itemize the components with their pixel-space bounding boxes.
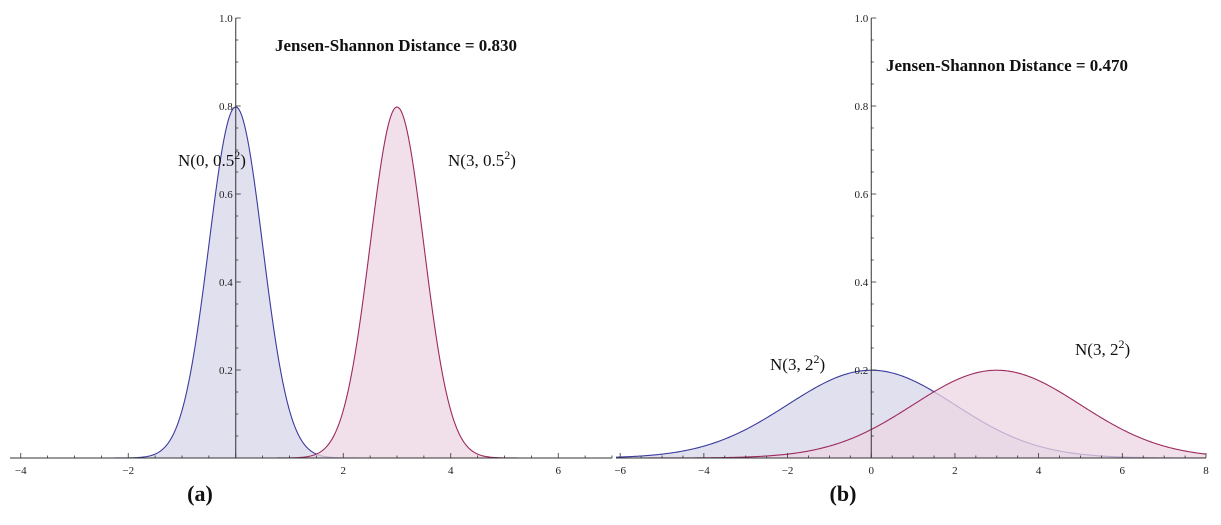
- series-2-label: N(3, 22): [1075, 337, 1130, 359]
- js-distance-annotation: Jensen-Shannon Distance = 0.470: [886, 56, 1128, 75]
- x-tick-label: −2: [122, 465, 134, 477]
- y-tick-label: 0.2: [854, 365, 868, 377]
- x-tick-label: −6: [614, 465, 626, 477]
- series-2-line: [10, 106, 612, 459]
- y-tick-label: 0.8: [219, 101, 233, 113]
- y-tick-label: 0.6: [219, 189, 233, 201]
- series-1-area: [10, 106, 612, 459]
- series-1-label: N(0, 0.52): [178, 148, 246, 170]
- y-tick-label: 0.6: [854, 189, 868, 201]
- x-tick-label: 0: [868, 465, 874, 477]
- series-1-line: [10, 106, 612, 459]
- x-tick-label: 4: [448, 465, 454, 477]
- js-distance-annotation: Jensen-Shannon Distance = 0.830: [275, 36, 517, 55]
- y-tick-label: 0.4: [219, 277, 233, 289]
- x-tick-label: 4: [1036, 465, 1042, 477]
- series-2-area: [10, 106, 612, 458]
- panel-caption: (a): [187, 481, 213, 506]
- y-tick-label: 1.0: [854, 13, 868, 25]
- panel-caption: (b): [830, 481, 857, 506]
- y-tick-label: 0.8: [854, 101, 868, 113]
- x-tick-label: −4: [698, 465, 710, 477]
- series-2-label: N(3, 0.52): [448, 148, 516, 170]
- chart-panel-2: −6 −4 −2 0 2 4 6 8 0.2 0.4 0.6 0.8 1.0 Jensen-Shannon…: [614, 13, 1209, 506]
- y-tick-label: 1.0: [219, 13, 233, 25]
- x-tick-label: 6: [1120, 465, 1126, 477]
- x-tick-label: 6: [556, 465, 562, 477]
- x-tick-label: 8: [1203, 465, 1209, 477]
- series-2-area: [616, 370, 1206, 458]
- series-1-label: N(3, 22): [770, 352, 825, 374]
- x-tick-label: 2: [341, 465, 347, 477]
- x-tick-label: −4: [15, 465, 27, 477]
- x-tick-label: −2: [782, 465, 794, 477]
- y-tick-label: 0.4: [854, 277, 868, 289]
- chart-panel-1: −4 −2 2 4 6 0.2 0.4 0.6 0.8 1.0 Jensen-Shannon Dis…: [10, 13, 613, 506]
- x-tick-label: 2: [952, 465, 958, 477]
- y-tick-label: 0.2: [219, 365, 233, 377]
